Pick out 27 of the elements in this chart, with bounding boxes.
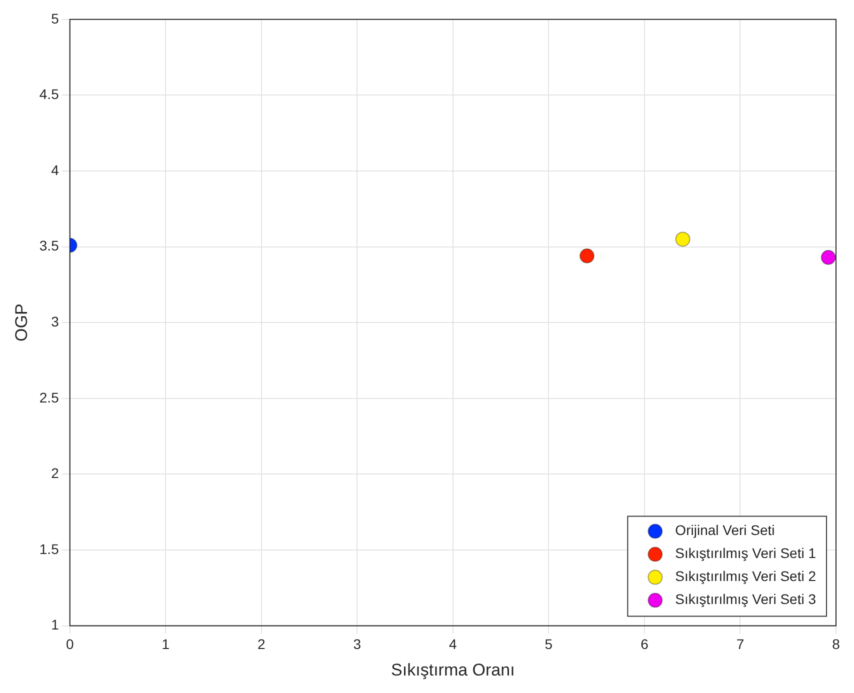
legend-label: Orijinal Veri Seti xyxy=(675,522,775,538)
y-tick-label: 4.5 xyxy=(39,86,60,102)
point xyxy=(820,250,836,265)
y-tick-label: 5 xyxy=(51,10,60,26)
x-tick-label: 1 xyxy=(162,636,170,652)
x-tick-label: 4 xyxy=(449,636,458,652)
x-axis-title: Sıkıştırma Oranı xyxy=(391,660,515,680)
y-tick-label: 3 xyxy=(51,313,60,330)
y-tick-label: 2.5 xyxy=(39,389,60,406)
y-tick-label: 1 xyxy=(51,616,60,633)
point xyxy=(675,232,690,247)
y-tick-label: 1.5 xyxy=(39,540,60,557)
legend-label: Sıkıştırılmış Veri Seti 1 xyxy=(675,545,816,562)
x-tick-label: 6 xyxy=(640,636,649,652)
x-tick-label: 3 xyxy=(353,636,362,652)
x-tick-label: 2 xyxy=(258,636,266,652)
x-tick-label: 5 xyxy=(544,636,553,652)
point xyxy=(580,248,595,264)
x-tick-label: 0 xyxy=(66,636,74,652)
y-tick-label: 3.5 xyxy=(39,238,60,254)
y-tick-label: 2 xyxy=(51,465,60,482)
y-tick-label: 4 xyxy=(51,162,60,178)
x-tick-label: 8 xyxy=(832,636,840,652)
legend-label: Sıkıştırılmış Veri Seti 3 xyxy=(675,591,816,608)
y-axis-title: OGP xyxy=(12,304,31,342)
x-tick-label: 7 xyxy=(736,636,744,652)
legend-label: Sıkıştırılmış Veri Seti 2 xyxy=(675,568,816,584)
